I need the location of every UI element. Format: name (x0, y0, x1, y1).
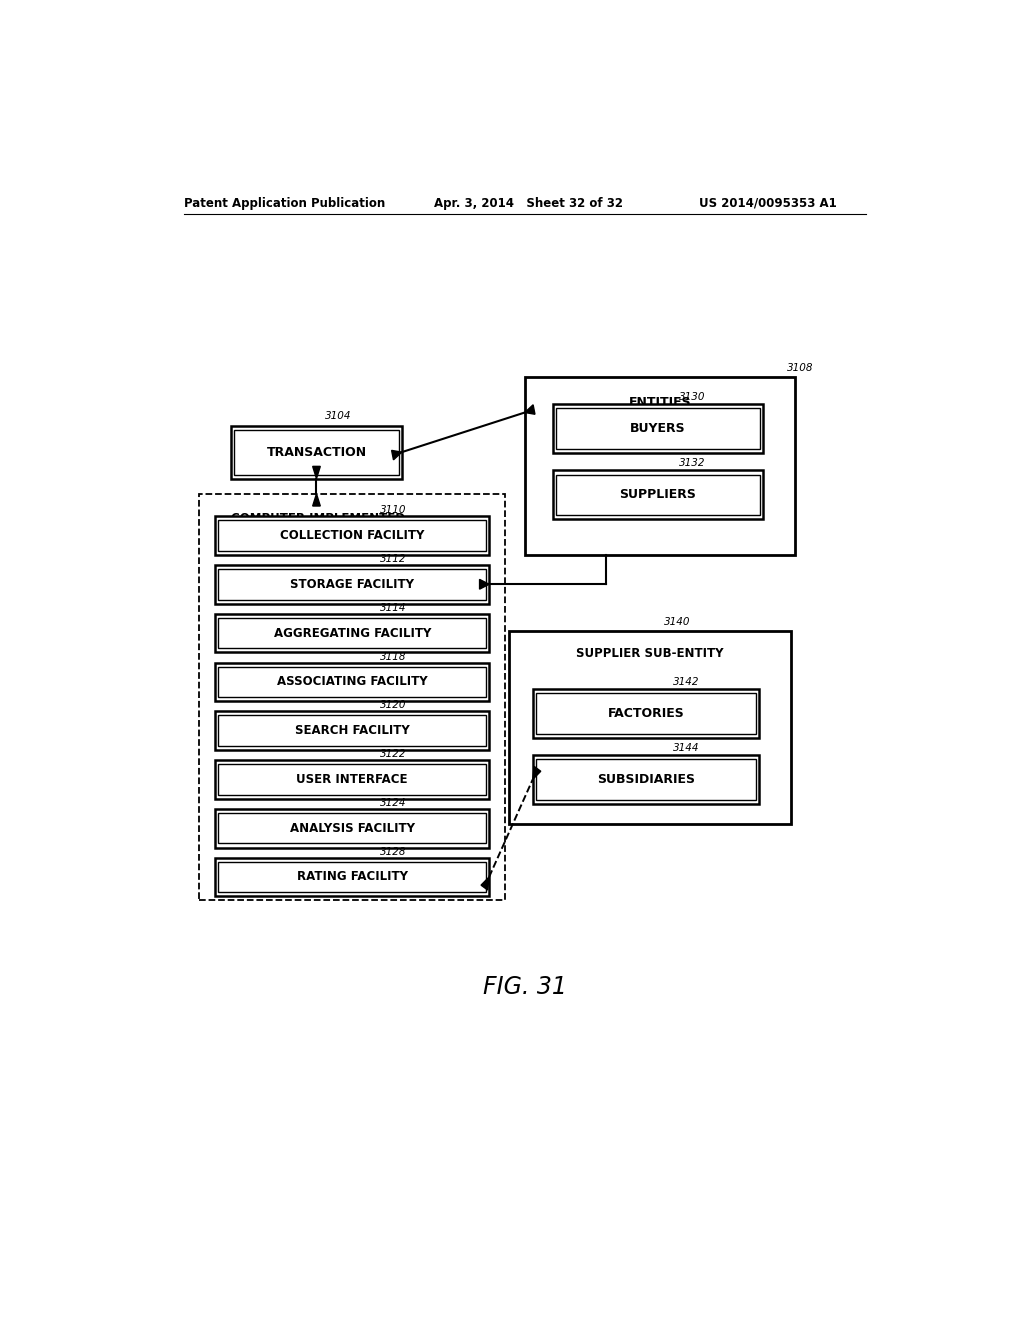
Bar (536, 759, 756, 800)
Bar (218, 764, 486, 795)
Text: 3110: 3110 (380, 506, 407, 515)
Text: COLLECTION FACILITY: COLLECTION FACILITY (280, 529, 424, 543)
Text: 3110: 3110 (342, 535, 369, 545)
Text: FIG. 31: FIG. 31 (483, 974, 566, 999)
Text: USER INTERFACE: USER INTERFACE (296, 774, 408, 785)
Text: FACTORIES: FACTORIES (607, 706, 684, 719)
Bar (215, 858, 489, 896)
Text: 3130: 3130 (679, 392, 706, 403)
Bar (553, 404, 763, 453)
Polygon shape (524, 405, 535, 414)
Text: 3104: 3104 (325, 411, 351, 421)
Bar (215, 516, 489, 554)
Bar (532, 755, 759, 804)
Bar (553, 470, 763, 519)
Bar (234, 430, 398, 474)
Bar (218, 618, 486, 648)
Text: 3132: 3132 (679, 458, 706, 469)
Bar (200, 494, 505, 900)
Text: RATING FACILITY: RATING FACILITY (297, 870, 408, 883)
Bar (218, 667, 486, 697)
Text: ENTITIES: ENTITIES (629, 396, 691, 409)
Text: SUPPLIER SUB-ENTITY: SUPPLIER SUB-ENTITY (577, 647, 724, 660)
Bar (215, 663, 489, 701)
Polygon shape (481, 876, 489, 890)
Bar (215, 760, 489, 799)
Text: 3142: 3142 (673, 677, 699, 686)
Polygon shape (479, 579, 489, 589)
Bar (215, 809, 489, 847)
Text: AGGREGATING FACILITY: AGGREGATING FACILITY (273, 627, 431, 640)
Text: SUBSIDIARIES: SUBSIDIARIES (597, 774, 695, 785)
Text: 3122: 3122 (380, 748, 407, 759)
Text: 3108: 3108 (786, 363, 813, 372)
Bar (218, 715, 486, 746)
Bar (218, 862, 486, 892)
Polygon shape (312, 494, 321, 506)
Text: BUYERS: BUYERS (630, 422, 685, 436)
Text: SUPPLIERS: SUPPLIERS (620, 488, 696, 502)
Text: TRANSACTION: TRANSACTION (266, 446, 367, 458)
Bar (556, 408, 760, 449)
Text: 3120: 3120 (380, 701, 407, 710)
Text: ANALYSIS FACILITY: ANALYSIS FACILITY (290, 822, 415, 834)
Text: 3124: 3124 (380, 797, 407, 808)
Bar (532, 689, 759, 738)
Bar (556, 474, 760, 515)
Bar (509, 631, 791, 824)
Text: ASSOCIATING FACILITY: ASSOCIATING FACILITY (276, 676, 427, 688)
Bar (536, 693, 756, 734)
Text: 3128: 3128 (380, 846, 407, 857)
Bar (524, 378, 795, 554)
Text: Patent Application Publication: Patent Application Publication (183, 197, 385, 210)
Text: Apr. 3, 2014   Sheet 32 of 32: Apr. 3, 2014 Sheet 32 of 32 (433, 197, 623, 210)
Text: 3112: 3112 (380, 554, 407, 564)
Polygon shape (532, 767, 541, 779)
Text: 3140: 3140 (664, 616, 690, 627)
Bar (215, 614, 489, 652)
Text: 3114: 3114 (380, 603, 407, 612)
Polygon shape (391, 450, 401, 459)
Bar (215, 565, 489, 603)
Bar (218, 520, 486, 550)
Text: 3144: 3144 (673, 743, 699, 752)
Bar (218, 813, 486, 843)
Bar (231, 426, 401, 479)
Text: COMPUTER IMPLEMENTED
FACILITY: COMPUTER IMPLEMENTED FACILITY (231, 512, 406, 541)
Text: SEARCH FACILITY: SEARCH FACILITY (295, 725, 410, 737)
Bar (218, 569, 486, 599)
Bar (215, 711, 489, 750)
Text: 3118: 3118 (380, 652, 407, 661)
Text: US 2014/0095353 A1: US 2014/0095353 A1 (699, 197, 838, 210)
Polygon shape (312, 466, 321, 479)
Text: STORAGE FACILITY: STORAGE FACILITY (290, 578, 414, 591)
